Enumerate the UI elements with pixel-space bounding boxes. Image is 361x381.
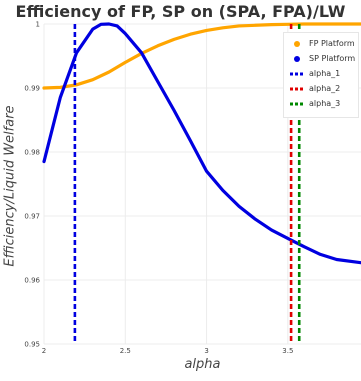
x-tick-label: 2 <box>42 347 46 355</box>
legend-marker-alpha3 <box>290 102 304 106</box>
legend: FP Platform SP Platform alpha_1 alpha_2 … <box>283 32 359 118</box>
y-tick-label: 0.96 <box>24 277 40 285</box>
y-tick-label: 0.98 <box>24 149 40 157</box>
legend-marker-alpha2 <box>290 87 304 91</box>
x-tick-label: 3.5 <box>282 347 293 355</box>
chart-title: Efficiency of FP, SP on (SPA, FPA)/LW <box>15 2 346 21</box>
legend-label-alpha3: alpha_3 <box>309 99 341 108</box>
legend-item-alpha2: alpha_2 <box>284 82 358 96</box>
legend-label-alpha2: alpha_2 <box>309 84 341 93</box>
series-line-1 <box>42 22 361 265</box>
x-tick-label: 2.5 <box>120 347 131 355</box>
legend-label-fp: FP Platform <box>309 39 355 48</box>
legend-marker-sp <box>294 56 300 62</box>
series-line-0 <box>42 22 361 90</box>
legend-item-sp: SP Platform <box>284 52 358 66</box>
tick-labels: 2 2.5 3 3.5 0.95 0.96 0.97 0.98 0.99 1 <box>24 21 293 356</box>
y-tick-label: 0.99 <box>24 85 40 93</box>
y-axis-label: Efficiency/Liquid Welfare <box>2 105 18 267</box>
legend-item-fp: FP Platform <box>284 37 358 51</box>
x-axis-label: alpha <box>184 357 221 372</box>
y-tick-label: 0.95 <box>24 341 40 349</box>
legend-item-alpha3: alpha_3 <box>284 97 358 111</box>
legend-item-alpha1: alpha_1 <box>284 67 358 81</box>
x-tick-label: 3 <box>204 347 208 355</box>
y-tick-label: 1 <box>36 21 40 29</box>
y-tick-label: 0.97 <box>24 213 40 221</box>
legend-label-sp: SP Platform <box>309 54 356 63</box>
legend-marker-alpha1 <box>290 72 304 76</box>
series-group <box>42 22 361 344</box>
legend-marker-fp <box>294 41 300 47</box>
legend-label-alpha1: alpha_1 <box>309 69 341 78</box>
